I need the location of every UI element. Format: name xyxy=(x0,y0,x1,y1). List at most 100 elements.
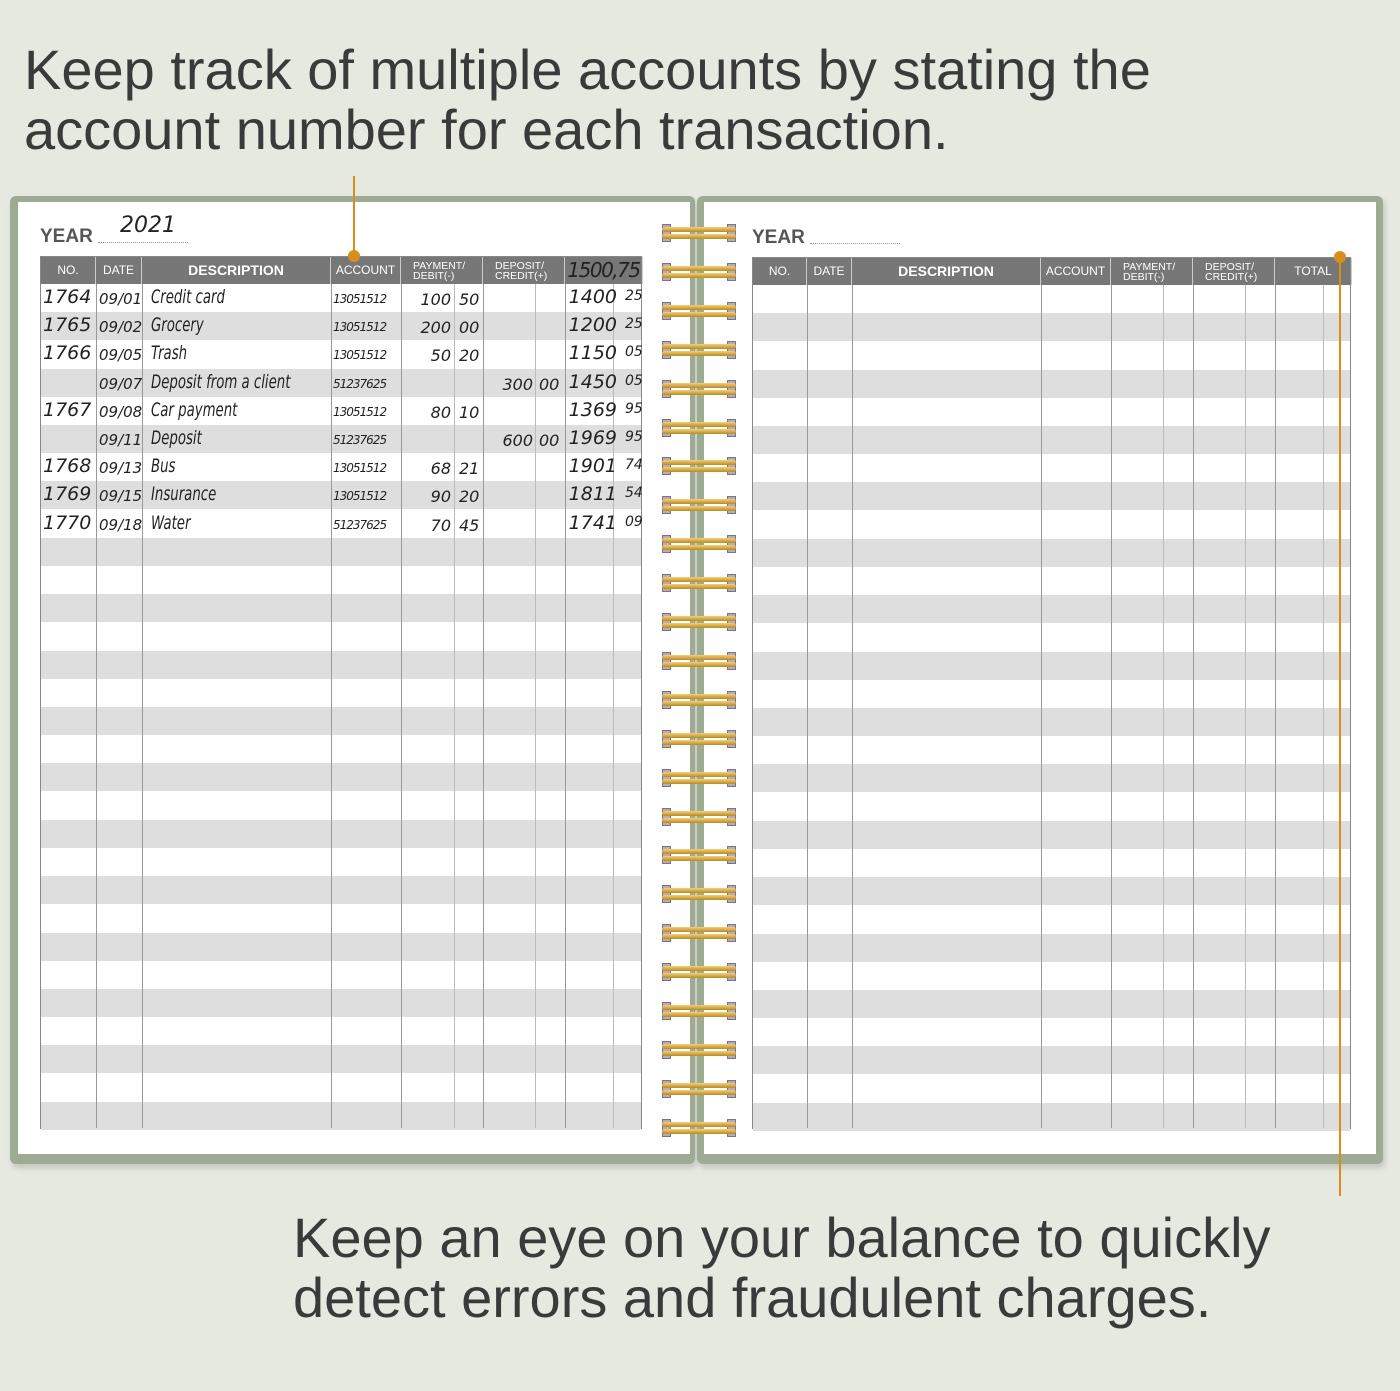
table-row xyxy=(753,793,1350,821)
cell-no: 1766 xyxy=(43,342,92,365)
table-row xyxy=(753,1046,1350,1075)
cell-date: 09/13 xyxy=(99,459,143,478)
cell-deposit: 600 xyxy=(502,431,533,450)
column-divider xyxy=(401,284,402,1128)
spiral-ring-icon xyxy=(662,651,736,670)
cell-total_c: 25 xyxy=(625,288,643,304)
account-pointer-dot xyxy=(348,250,360,262)
spiral-ring-icon xyxy=(662,1040,736,1059)
cell-payment_c: 00 xyxy=(459,318,480,338)
cell-description: Insurance xyxy=(151,483,217,506)
cell-account: 13051512 xyxy=(333,489,387,504)
header-account: ACCOUNT xyxy=(331,257,401,284)
table-row xyxy=(753,567,1350,595)
table-row xyxy=(41,961,641,989)
table-row xyxy=(753,708,1350,736)
cell-date: 09/18 xyxy=(99,515,143,534)
spiral-ring-icon xyxy=(662,924,736,943)
table-row xyxy=(41,312,641,341)
header-description: DESCRIPTION xyxy=(142,257,331,284)
table-row xyxy=(41,481,641,510)
spiral-ring-icon xyxy=(662,1079,736,1098)
cell-deposit: 300 xyxy=(502,374,533,394)
spiral-ring-icon xyxy=(662,690,736,709)
column-divider xyxy=(1193,285,1194,1128)
cell-description: Credit card xyxy=(151,286,225,308)
header-total: TOTAL xyxy=(1275,258,1352,285)
spiral-ring-icon xyxy=(662,768,736,787)
table-row xyxy=(41,566,641,594)
cell-date: 09/15 xyxy=(99,487,143,506)
cell-deposit_c: 00 xyxy=(539,431,560,450)
cell-total: 1811 xyxy=(568,483,617,506)
cell-account: 51237625 xyxy=(333,517,387,532)
header-account: ACCOUNT xyxy=(1041,258,1111,285)
table-row xyxy=(41,932,641,961)
cell-date: 09/07 xyxy=(99,374,143,393)
table-row xyxy=(41,537,641,566)
table-row xyxy=(753,990,1350,1018)
header-payment: PAYMENT/ DEBIT(-) xyxy=(401,257,483,284)
table-row xyxy=(41,848,641,876)
spiral-ring-icon xyxy=(662,963,736,982)
cell-total_c: 54 xyxy=(625,485,643,502)
table-row xyxy=(41,819,641,848)
table-header xyxy=(753,258,1350,285)
column-divider xyxy=(331,284,332,1128)
cell-total: 1150 xyxy=(568,342,617,365)
cell-date: 09/01 xyxy=(99,290,143,308)
cell-date: 09/05 xyxy=(99,346,143,365)
cell-date: 09/02 xyxy=(99,318,143,337)
table-row xyxy=(753,285,1350,313)
cell-total_c: 09 xyxy=(625,513,643,530)
cell-payment_c: 50 xyxy=(459,290,480,309)
table-row xyxy=(753,426,1350,454)
left-register-table: NO. DATE DESCRIPTION ACCOUNT PAYMENT/ DEBIT(… xyxy=(40,256,643,1130)
cents-divider xyxy=(613,284,614,1128)
spiral-ring-icon xyxy=(662,262,736,281)
cell-total_c: 95 xyxy=(625,429,643,445)
cell-total_c: 25 xyxy=(625,316,643,333)
cell-total: 1969 xyxy=(568,427,617,449)
cell-payment: 100 xyxy=(420,290,451,309)
cell-total: 1369 xyxy=(568,398,617,421)
cell-total_c: 95 xyxy=(625,400,643,417)
cell-total: 1450 xyxy=(568,370,617,393)
cell-total_c: 05 xyxy=(625,372,643,389)
cell-payment_c: 21 xyxy=(459,459,480,479)
cell-deposit_c: 00 xyxy=(539,374,560,394)
table-row xyxy=(41,1101,641,1130)
table-row xyxy=(41,1017,641,1045)
header-deposit: DEPOSIT/ CREDIT(+) xyxy=(483,257,565,284)
table-row xyxy=(753,849,1350,877)
cell-description: Water xyxy=(151,511,191,534)
spiral-ring-icon xyxy=(662,496,736,515)
table-row xyxy=(41,1045,641,1074)
table-row xyxy=(753,651,1350,680)
cell-description: Deposit xyxy=(151,427,202,449)
table-row xyxy=(41,594,641,623)
cell-description: Bus xyxy=(151,455,176,478)
total-pointer-dot xyxy=(1334,251,1346,263)
table-row xyxy=(41,1074,641,1102)
header-date: DATE xyxy=(96,257,142,284)
cell-payment: 90 xyxy=(430,487,451,507)
cell-payment_c: 10 xyxy=(459,402,480,422)
table-row xyxy=(41,876,641,905)
header-total: 1500,75 xyxy=(565,257,643,284)
cell-account: 13051512 xyxy=(333,461,387,476)
column-divider xyxy=(807,285,808,1128)
left-year-line xyxy=(98,242,188,243)
table-row xyxy=(753,623,1350,651)
spiral-ring-icon xyxy=(662,1118,736,1137)
spiral-ring-icon xyxy=(662,807,736,826)
cell-payment: 50 xyxy=(430,346,451,366)
header-date: DATE xyxy=(807,258,852,285)
cell-account: 13051512 xyxy=(333,348,387,363)
spiral-ring-icon xyxy=(662,1002,736,1020)
cents-divider xyxy=(454,284,455,1128)
header-description: DESCRIPTION xyxy=(852,258,1041,285)
table-row xyxy=(753,962,1350,990)
spiral-ring-icon xyxy=(662,379,736,398)
table-row xyxy=(41,904,641,932)
